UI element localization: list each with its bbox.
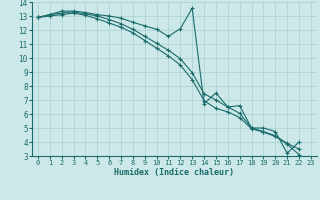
X-axis label: Humidex (Indice chaleur): Humidex (Indice chaleur) (115, 168, 234, 177)
